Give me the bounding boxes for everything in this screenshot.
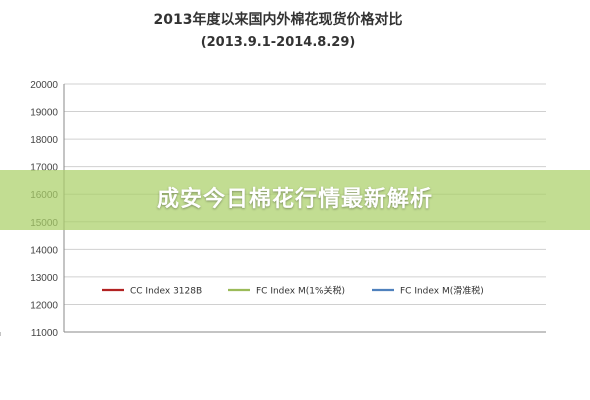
y-tick-label: 11000: [31, 328, 59, 339]
legend-label-1: CC Index 3128B: [130, 287, 202, 297]
overlay-banner-text: 成安今日棉花行情最新解析: [156, 187, 433, 212]
y-tick-label: 20000: [30, 80, 58, 91]
y-tick-label: 17000: [30, 163, 58, 174]
y-tick-label: 13000: [30, 273, 58, 284]
legend: CC Index 3128B FC Index M(1%关税) FC Index M…: [102, 285, 484, 297]
y-tick-label: 14000: [30, 245, 58, 256]
legend-label-2: FC Index M(1%关税): [256, 285, 345, 297]
y-tick-label: 18000: [30, 135, 58, 146]
chart-title: 2013年度以来国内外棉花现货价格对比: [154, 11, 403, 28]
y-tick-label: 19000: [30, 108, 58, 119]
overlay-banner: [0, 170, 590, 230]
chart-subtitle: (2013.9.1-2014.8.29): [201, 35, 356, 50]
y-tick-label: 12000: [30, 300, 58, 311]
legend-label-3: FC Index M(滑准税): [400, 285, 484, 297]
